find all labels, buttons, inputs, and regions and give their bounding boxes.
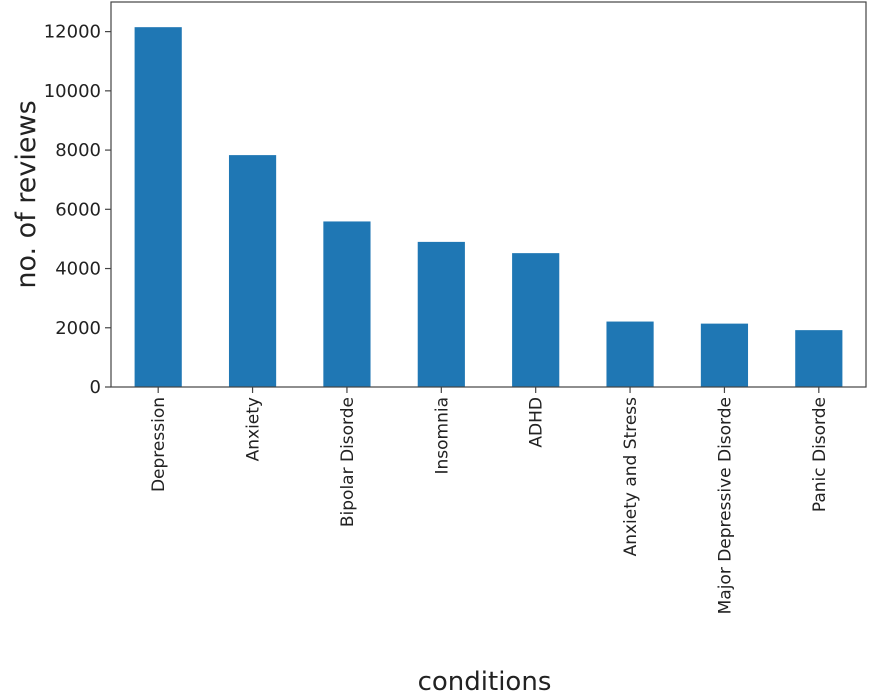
y-tick-label: 4000 [55, 259, 101, 280]
bar-depression [134, 27, 182, 388]
y-tick-label: 2000 [55, 318, 101, 339]
x-tick-label: Anxiety and Stress [621, 397, 641, 557]
x-tick-label: Major Depressive Disorde [715, 397, 735, 614]
x-tick-label: Insomnia [432, 397, 452, 475]
bar-adhd [512, 253, 560, 387]
bar-insomnia [417, 241, 465, 387]
bar-panic-disorde [795, 330, 843, 387]
plot-frame [110, 1, 867, 388]
y-tick-label: 10000 [44, 81, 101, 102]
bar-bipolar-disorde [323, 221, 371, 387]
y-tick-label: 6000 [55, 199, 101, 220]
bar-major-depressive-disorde [700, 323, 749, 387]
y-tick-label: 12000 [44, 22, 101, 43]
bar-anxiety-and-stress [606, 321, 654, 387]
y-axis: 0 2000 4000 6000 8000 10000 12000 [44, 22, 111, 398]
x-axis-title: conditions [418, 667, 552, 692]
y-tick-label: 0 [90, 377, 101, 398]
x-tick-label: ADHD [527, 397, 547, 448]
y-axis-title: no. of reviews [11, 100, 42, 288]
bar-anxiety [228, 155, 277, 387]
bars-layer [134, 27, 843, 388]
x-tick-label: Anxiety [244, 397, 264, 461]
x-tick-label: Depression [149, 397, 169, 492]
x-tick-label: Bipolar Disorde [338, 397, 358, 527]
x-tick-label: Panic Disorde [810, 397, 830, 512]
y-tick-label: 8000 [55, 140, 101, 161]
x-axis: Depression Anxiety Bipolar Disorde Insomnia… [149, 387, 830, 614]
